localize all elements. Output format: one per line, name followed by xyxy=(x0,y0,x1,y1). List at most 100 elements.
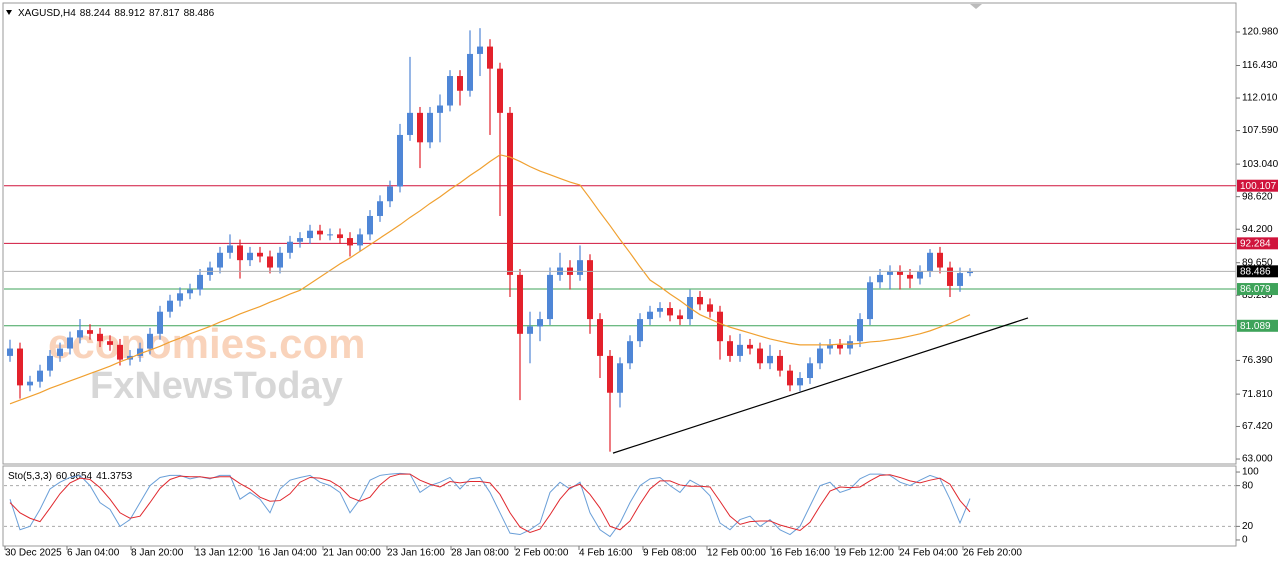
candle-body xyxy=(387,186,393,202)
candle-body xyxy=(907,274,913,279)
candle-body xyxy=(887,271,893,275)
x-tick-label: 16 Feb 16:00 xyxy=(771,548,830,559)
candle-body xyxy=(957,273,963,286)
candle-body xyxy=(787,370,793,386)
candle-body xyxy=(797,378,803,386)
chart-title: XAGUSD,H4 xyxy=(18,8,76,19)
candle-body xyxy=(507,112,513,275)
candle-body xyxy=(637,319,643,342)
candle-body xyxy=(397,134,403,187)
x-tick-label: 30 Dec 2025 xyxy=(5,548,62,559)
stochastic-signal-value: 41.3753 xyxy=(96,471,133,482)
candle-body xyxy=(857,319,863,342)
candle-body xyxy=(167,300,173,312)
stochastic-y-tick-label: 100 xyxy=(1242,467,1259,478)
candle-body xyxy=(917,271,923,279)
y-tick-label: 85.230 xyxy=(1242,290,1273,301)
x-tick-label: 26 Feb 20:00 xyxy=(963,548,1022,559)
candle-body xyxy=(517,274,523,334)
stochastic-panel xyxy=(2,465,1237,547)
candle-body xyxy=(87,330,93,334)
candle-body xyxy=(577,260,583,275)
candle-body xyxy=(817,348,823,364)
y-tick-label: 71.810 xyxy=(1242,389,1273,400)
x-tick-label: 13 Jan 12:00 xyxy=(195,548,253,559)
x-tick-label: 9 Feb 08:00 xyxy=(643,548,697,559)
candle-body xyxy=(337,234,343,239)
candle-body xyxy=(417,112,423,143)
high-value: 88.912 xyxy=(114,8,145,19)
x-tick-label: 28 Jan 08:00 xyxy=(451,548,509,559)
candle-body xyxy=(227,245,233,253)
candle-body xyxy=(157,311,163,334)
candle-body xyxy=(657,308,663,312)
x-tick-label: 2 Feb 00:00 xyxy=(515,548,569,559)
y-tick-label: 112.010 xyxy=(1242,93,1278,104)
candle-body xyxy=(717,311,723,342)
x-tick-label: 16 Jan 04:00 xyxy=(259,548,317,559)
candle-body xyxy=(877,274,883,283)
stochastic-y-tick-label: 80 xyxy=(1242,480,1254,491)
candle-body xyxy=(377,201,383,216)
candle-body xyxy=(677,315,683,320)
candle-body xyxy=(187,289,193,294)
collapse-icon xyxy=(6,10,12,15)
candle-body xyxy=(37,370,43,382)
candle-body xyxy=(867,282,873,320)
candle-body xyxy=(27,381,33,386)
candle-body xyxy=(477,46,483,54)
candle-body xyxy=(247,252,253,261)
stochastic-y-tick-label: 0 xyxy=(1242,535,1248,546)
candle-body xyxy=(47,355,53,371)
current-price-label: 88.486 xyxy=(1240,266,1271,277)
y-tick-label: 107.590 xyxy=(1242,125,1279,136)
candle-body xyxy=(257,252,263,257)
candle-body xyxy=(647,311,653,320)
x-tick-label: 12 Feb 00:00 xyxy=(707,548,766,559)
candle-body xyxy=(7,348,13,356)
x-tick-label: 6 Jan 04:00 xyxy=(67,548,120,559)
x-tick-label: 24 Feb 04:00 xyxy=(899,548,958,559)
candle-body xyxy=(697,296,703,305)
candle-body xyxy=(827,344,833,349)
candle-body xyxy=(267,256,273,268)
candle-body xyxy=(707,304,713,312)
current-price-box xyxy=(1237,265,1278,278)
candle-body xyxy=(467,53,473,91)
candle-body xyxy=(287,241,293,253)
candle-body xyxy=(297,238,303,242)
candle-body xyxy=(457,76,463,91)
candle-body xyxy=(197,274,203,290)
candle-body xyxy=(607,355,613,393)
candle-body xyxy=(217,252,223,268)
level-label: 100.107 xyxy=(1240,181,1277,192)
candle-body xyxy=(947,267,953,286)
candle-body xyxy=(497,68,503,113)
level-label: 86.079 xyxy=(1240,284,1271,295)
y-tick-label: 67.420 xyxy=(1242,421,1273,432)
candle-body xyxy=(537,319,543,327)
candle-body xyxy=(897,271,903,275)
candle-body xyxy=(927,252,933,272)
candle-body xyxy=(427,112,433,143)
candle-body xyxy=(327,234,333,236)
candle-body xyxy=(17,348,23,386)
x-tick-label: 19 Feb 12:00 xyxy=(835,548,894,559)
x-tick-label: 23 Jan 16:00 xyxy=(387,548,445,559)
candle-body xyxy=(617,363,623,393)
candle-body xyxy=(237,245,243,261)
candle-body xyxy=(727,341,733,356)
candle-body xyxy=(807,363,813,379)
candle-body xyxy=(747,344,753,349)
y-tick-label: 94.200 xyxy=(1242,224,1273,235)
candle-body xyxy=(97,333,103,342)
moving-average xyxy=(9,154,971,405)
open-value: 88.244 xyxy=(80,8,111,19)
candle-body xyxy=(57,348,63,356)
x-tick-label: 21 Jan 00:00 xyxy=(323,548,381,559)
candle-body xyxy=(767,355,773,364)
stochastic-main-line xyxy=(9,472,971,538)
candle-body xyxy=(277,252,283,268)
stochastic-signal-line xyxy=(9,473,971,534)
